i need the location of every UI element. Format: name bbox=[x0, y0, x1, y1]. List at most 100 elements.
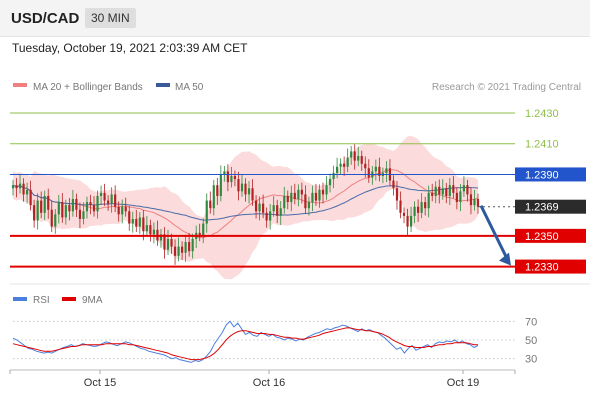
candle-body bbox=[149, 225, 152, 235]
level-tag-1.2390 bbox=[515, 167, 586, 182]
candle-body bbox=[131, 218, 134, 224]
candle bbox=[431, 183, 434, 202]
candle bbox=[353, 144, 356, 170]
candle bbox=[378, 157, 381, 182]
candle bbox=[307, 196, 311, 216]
candle bbox=[114, 185, 117, 213]
candle bbox=[272, 196, 275, 217]
candle-body bbox=[216, 185, 219, 196]
candle bbox=[149, 219, 152, 242]
candle bbox=[314, 183, 318, 206]
candle-body bbox=[64, 205, 67, 218]
candle bbox=[11, 179, 15, 196]
candle bbox=[173, 239, 177, 265]
candle-body bbox=[399, 200, 402, 213]
candle bbox=[445, 182, 448, 204]
level-label-1.2330: 1.2330 bbox=[525, 262, 559, 274]
candle bbox=[325, 176, 328, 200]
candle bbox=[188, 232, 191, 257]
candle bbox=[262, 194, 265, 219]
candle-body bbox=[339, 163, 342, 167]
candle bbox=[209, 191, 212, 214]
candle-body bbox=[367, 168, 370, 178]
candle-body bbox=[431, 192, 434, 196]
candle bbox=[15, 177, 18, 198]
candle bbox=[406, 208, 409, 236]
candle bbox=[103, 183, 106, 206]
candle-body bbox=[476, 199, 480, 207]
candle-body bbox=[406, 215, 409, 227]
candle-body bbox=[276, 205, 279, 216]
candle bbox=[311, 185, 314, 212]
candle bbox=[138, 212, 141, 234]
candle-body bbox=[455, 192, 458, 203]
credit-text: Research © 2021 Trading Central bbox=[432, 82, 581, 93]
candle-body bbox=[75, 199, 78, 210]
x-tick-label: Oct 19 bbox=[447, 377, 479, 389]
candle-body bbox=[353, 151, 356, 161]
candle-body bbox=[328, 179, 332, 186]
candle bbox=[448, 177, 451, 206]
candle bbox=[85, 196, 89, 219]
candle-body bbox=[466, 185, 469, 195]
candle bbox=[212, 179, 215, 216]
forecast-arrow bbox=[479, 205, 511, 266]
candle-body bbox=[68, 205, 71, 212]
candle-body bbox=[202, 223, 205, 236]
candle-body bbox=[110, 194, 113, 204]
candle bbox=[364, 156, 367, 178]
candle-body bbox=[360, 156, 363, 164]
candle-body bbox=[163, 234, 166, 250]
candle-body bbox=[205, 200, 208, 224]
candle bbox=[25, 182, 29, 204]
candle bbox=[163, 227, 166, 259]
candle-body bbox=[297, 189, 300, 200]
candle bbox=[61, 193, 64, 223]
ma20-legend-label: MA 20 + Bollinger Bands bbox=[33, 82, 143, 93]
rsi-legend-label: RSI bbox=[33, 295, 50, 306]
candle bbox=[343, 156, 346, 176]
candle-body bbox=[357, 156, 360, 161]
level-label-1.2350: 1.2350 bbox=[525, 231, 559, 243]
candle-body bbox=[212, 185, 215, 209]
candle-body bbox=[286, 195, 289, 203]
candle-body bbox=[307, 202, 311, 209]
rsi-tick-50: 50 bbox=[525, 335, 537, 347]
rsi-plot: 70 50 30 bbox=[12, 316, 537, 366]
candle-body bbox=[18, 183, 22, 189]
candle-body bbox=[22, 183, 25, 195]
candle bbox=[64, 199, 67, 225]
candle-body bbox=[448, 185, 451, 196]
level-label-1.2410: 1.2410 bbox=[525, 139, 559, 151]
candle-body bbox=[262, 203, 265, 213]
candle bbox=[402, 207, 406, 224]
candle bbox=[22, 178, 25, 202]
rsi-legend-swatch bbox=[13, 297, 27, 301]
candle bbox=[297, 184, 300, 207]
candle bbox=[455, 187, 458, 210]
candle bbox=[269, 204, 272, 230]
level-label-1.2369: 1.2369 bbox=[525, 202, 559, 214]
candle bbox=[434, 181, 437, 204]
candle bbox=[413, 201, 416, 224]
candle-body bbox=[332, 172, 335, 180]
candle bbox=[300, 182, 303, 204]
candle bbox=[240, 174, 244, 197]
candle-body bbox=[124, 206, 127, 212]
candle bbox=[131, 211, 134, 233]
candle bbox=[135, 209, 138, 233]
candle-body bbox=[434, 186, 437, 196]
candle-body bbox=[43, 195, 46, 213]
candle-body bbox=[226, 171, 229, 183]
candle-body bbox=[103, 192, 106, 201]
candle bbox=[332, 165, 335, 189]
candle bbox=[33, 199, 36, 228]
candle bbox=[223, 166, 226, 182]
candle bbox=[459, 184, 462, 212]
price-levels: 1.2430 1.2410 1.2390 1.2369 1.2350 1.2330 bbox=[10, 108, 586, 274]
timeframe-button[interactable]: 30 MIN bbox=[85, 8, 136, 28]
candle bbox=[128, 205, 131, 231]
candle bbox=[71, 189, 74, 217]
candle-body bbox=[219, 174, 222, 196]
